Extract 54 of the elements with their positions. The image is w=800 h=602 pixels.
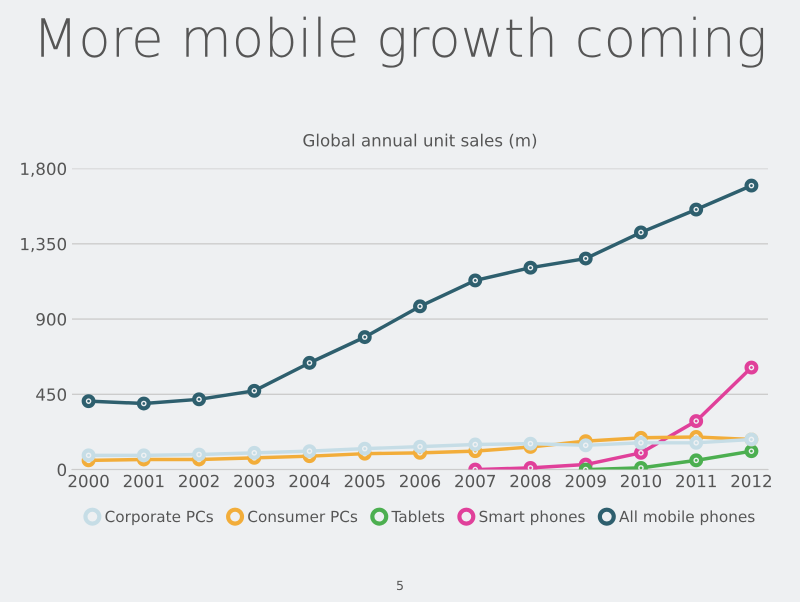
point	[524, 260, 538, 275]
point	[744, 360, 758, 374]
point	[524, 436, 538, 451]
point	[136, 448, 151, 462]
legend-label: Consumer PCs	[248, 510, 358, 522]
x-tick-label: 2012	[731, 474, 771, 488]
x-tick-label: 2011	[676, 474, 716, 488]
x-tick-label: 2004	[290, 474, 330, 488]
chart-title: More mobile growth coming	[41, 16, 764, 68]
point	[634, 436, 648, 450]
x-tick-label: 2005	[344, 474, 385, 488]
point	[302, 356, 316, 370]
x-tick-label: 2002	[179, 474, 219, 488]
point	[468, 273, 482, 288]
legend-label: Tablets	[391, 510, 444, 522]
chart-subtitle: Global annual unit sales (m)	[303, 134, 536, 149]
point	[413, 440, 427, 454]
point	[247, 446, 262, 460]
text: 5	[396, 580, 403, 590]
point	[578, 438, 593, 452]
y-tick-label: 1,350	[21, 238, 66, 252]
point	[192, 392, 206, 406]
point	[302, 444, 316, 458]
point	[136, 396, 151, 410]
x-tick-label: 2007	[455, 474, 496, 488]
point	[468, 438, 482, 452]
point	[358, 442, 372, 456]
x-tick-label: 2003	[234, 474, 274, 488]
x-tick-label: 2009	[566, 474, 606, 488]
point	[689, 436, 704, 450]
point	[634, 225, 648, 240]
point	[689, 202, 704, 216]
point	[413, 299, 427, 314]
point	[192, 448, 206, 462]
point	[82, 394, 96, 408]
point	[744, 178, 758, 193]
point	[689, 414, 704, 428]
point	[689, 453, 704, 468]
x-tick-label: 2001	[124, 474, 164, 488]
point	[82, 448, 96, 462]
x-tick-label: 2000	[68, 474, 109, 488]
x-tick-label: 2006	[400, 474, 440, 488]
point	[578, 252, 593, 266]
legend-label: Smart phones	[480, 510, 585, 526]
x-tick-label: 2010	[620, 474, 662, 488]
point	[358, 330, 372, 344]
legend-label: Corporate PCs	[105, 510, 213, 526]
y-tick-label: 900	[36, 313, 66, 326]
y-tick-label: 0	[58, 464, 66, 476]
point	[247, 384, 262, 398]
legend-label: All mobile phones	[619, 510, 755, 526]
x-tick-label: 2008	[510, 474, 551, 488]
y-tick-label: 1,800	[21, 162, 66, 177]
y-tick-label: 450	[36, 388, 66, 401]
